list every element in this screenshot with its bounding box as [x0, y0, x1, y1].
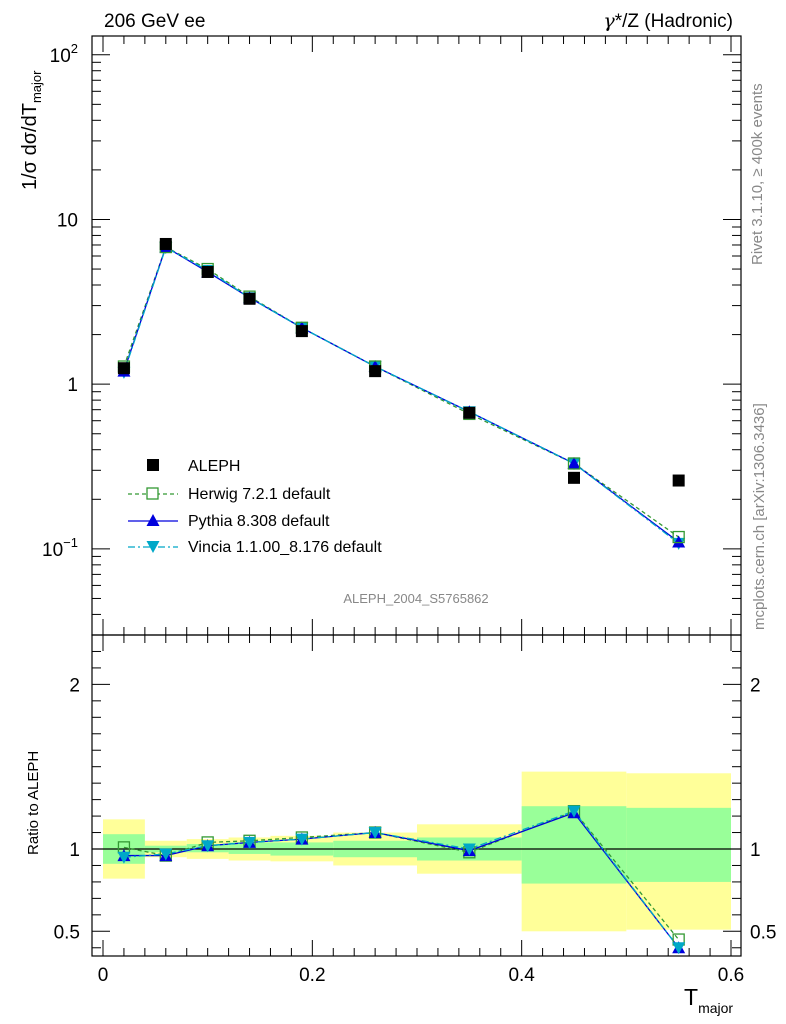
main-ytick-label-exp: 2 — [71, 41, 78, 56]
legend-label-vincia: Vincia 1.1.00_8.176 default — [188, 539, 382, 556]
legend-marker-aleph — [147, 459, 159, 471]
legend-label-pythia: Pythia 8.308 default — [188, 513, 330, 530]
header-right-process: */Z (Hadronic) — [615, 11, 733, 32]
ratio-point-vincia-5 — [368, 827, 382, 840]
legend-marker-vincia — [146, 541, 160, 553]
main-ylabel-sub: major — [29, 70, 44, 103]
main-ytick-label-2: 1 — [67, 375, 78, 396]
analysis-watermark: ALEPH_2004_S5765862 — [343, 591, 488, 606]
main-point-herwig-8 — [672, 530, 685, 544]
main-ylabel-text: 1/σ dσ/dT — [19, 103, 41, 190]
ratio-point-vincia-4 — [295, 833, 309, 846]
main-series-markers — [117, 237, 686, 550]
ratio-ytick-label-left-2: 0.5 — [54, 922, 80, 943]
main-point-data-1 — [159, 237, 172, 250]
ratio-point-vincia-8 — [672, 942, 686, 955]
ratio-ytick-label-right-0: 2 — [750, 675, 761, 696]
ratio-line-vincia — [123, 810, 680, 949]
ratio-uncertainty-bands — [103, 771, 731, 932]
ratio-xlabel-sub: major — [698, 1000, 733, 1016]
ratio-band-inner-7 — [521, 806, 627, 884]
main-ytick-label-3: 10−1 — [42, 535, 78, 561]
main-ytick-label-base: 1 — [67, 375, 78, 396]
ratio-ytick-label-left-1: 1 — [69, 840, 80, 861]
ratio-xlabel-text: T — [684, 984, 698, 1010]
main-ytick-label-base: 10 — [50, 46, 71, 67]
ratio-xtick-label-3: 0.6 — [718, 965, 744, 986]
ratio-xtick-label-0: 0 — [98, 965, 109, 986]
ratio-point-vincia-2 — [201, 840, 215, 853]
main-point-data-4 — [295, 325, 308, 338]
legend-marker-herwig — [146, 487, 159, 500]
main-plot-frame — [91, 35, 742, 636]
ratio-point-vincia-0 — [117, 851, 131, 864]
main-point-data-8 — [672, 474, 685, 487]
main-ytick-label-exp: −1 — [63, 535, 78, 550]
header-left: 206 GeV ee — [104, 11, 205, 32]
rivet-version-text: Rivet 3.1.10, ≥ 400k events — [749, 83, 766, 265]
ratio-point-vincia-6 — [462, 843, 476, 856]
main-ytick-label-1: 10 — [57, 210, 78, 231]
main-point-data-3 — [243, 292, 256, 305]
main-point-data-2 — [201, 265, 214, 278]
header-right: γ*/Z (Hadronic) — [603, 10, 733, 32]
ratio-point-vincia-7 — [567, 805, 581, 818]
mcplots-credit-text: mcplots.cern.ch [arXiv:1306.3436] — [751, 403, 768, 630]
legend-label-aleph: ALEPH — [188, 458, 240, 475]
header-right-gamma: γ — [603, 10, 615, 32]
legend: ALEPH Herwig 7.2.1 default Pythia 8.308 … — [128, 458, 382, 556]
main-line-herwig — [123, 246, 680, 538]
ratio-ylabel: Ratio to ALEPH — [25, 751, 42, 855]
legend-marker-pythia — [146, 514, 160, 526]
ratio-ytick-label-right-1: 1 — [750, 840, 761, 861]
ratio-plot-frame — [91, 634, 742, 957]
ratio-xlabel: Tmajor — [684, 984, 733, 1016]
main-point-data-0 — [117, 362, 130, 375]
main-point-pythia-7 — [567, 456, 581, 469]
main-point-data-6 — [463, 406, 476, 419]
ratio-xtick-label-1: 0.2 — [299, 965, 325, 986]
main-ylabel: 1/σ dσ/dTmajor — [19, 70, 44, 190]
legend-label-herwig: Herwig 7.2.1 default — [188, 486, 331, 503]
ratio-xtick-label-2: 0.4 — [508, 965, 535, 986]
ratio-series-markers — [117, 804, 686, 955]
main-ytick-label-0: 102 — [50, 41, 78, 67]
main-point-data-5 — [369, 365, 382, 378]
main-ytick-label-base: 10 — [42, 540, 63, 561]
main-point-herwig-7 — [567, 457, 581, 470]
ratio-point-vincia-1 — [159, 848, 173, 861]
main-point-pythia-8 — [672, 535, 686, 548]
ratio-ytick-label-left-0: 2 — [69, 675, 80, 696]
ratio-ytick-label-right-2: 0.5 — [750, 922, 776, 943]
main-point-data-7 — [568, 471, 580, 484]
main-ytick-label-base: 10 — [57, 210, 78, 231]
ratio-point-vincia-3 — [243, 836, 257, 849]
ratio-band-inner-8 — [626, 807, 731, 882]
